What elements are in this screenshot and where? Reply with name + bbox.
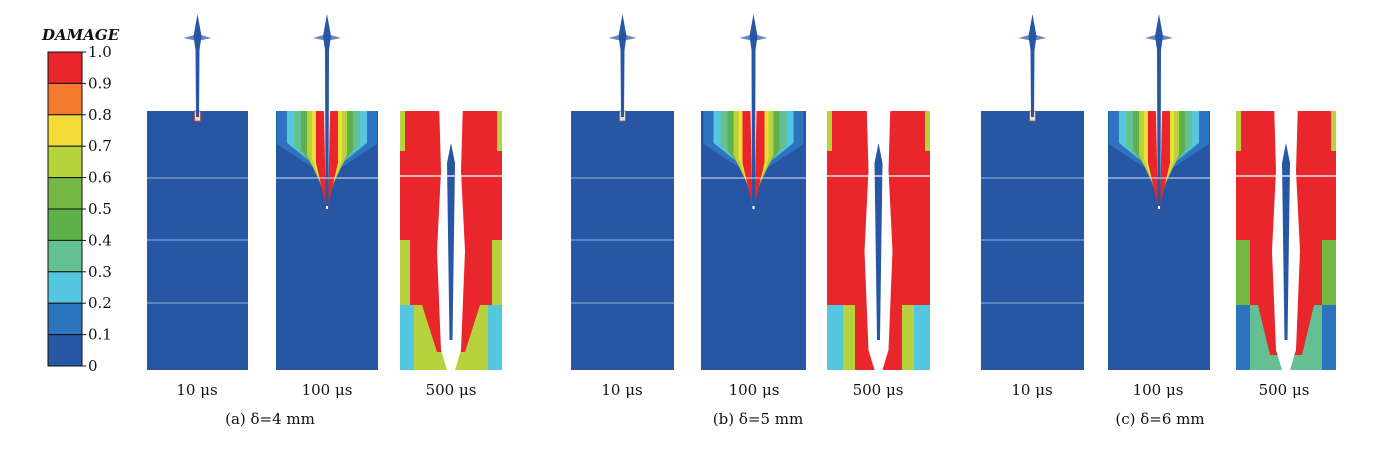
legend-tick-label: 0.5 [88,200,112,218]
legend-swatches [47,51,83,367]
time-label-a-1: 100 μs [302,381,353,399]
legend-tick-label: 0.7 [88,137,112,155]
legend-swatch [47,82,83,116]
panel-c-100us [1108,14,1210,370]
panel-a-10us [147,14,248,370]
legend-swatch [47,334,83,367]
projectile-fin [608,34,637,41]
legend-swatch [47,239,83,273]
group-c: 10 μs 100 μs 500 μs (c) δ=6 mm [981,14,1336,428]
projectile-shape [874,143,883,340]
projectile-fin [1018,34,1047,41]
damage-zone [827,111,832,151]
legend-tick-label: 0 [88,357,98,375]
projectile-shape [1282,143,1290,340]
legend-swatch [47,114,83,147]
time-label-b-1: 100 μs [729,381,780,399]
time-label-b-2: 500 μs [853,381,904,399]
panel-a-100us [276,14,378,370]
legend-tick-label: 1.0 [88,43,112,61]
time-label-c-0: 10 μs [1011,381,1052,399]
time-label-b-0: 10 μs [601,381,642,399]
legend-swatch [47,51,83,84]
legend-swatch [47,145,83,179]
projectile-shape [618,14,627,117]
projectile-fin [739,34,768,41]
projectile-shape [323,14,331,206]
damage-legend: DAMAGE 1.0 0.9 0.8 0.7 0.6 0.5 0.4 0.3 0.2 0.1 0 [41,26,120,375]
legend-tick-label: 0.6 [88,169,112,187]
projectile-shape [1028,14,1037,117]
projectile-fin [183,34,212,41]
damage-zone [925,111,930,151]
legend-swatch [47,177,83,210]
legend-tick-label: 0.2 [88,294,112,312]
panel-c-10us [981,14,1084,370]
panel-c-500us [1236,101,1336,370]
projectile-shape [1155,14,1163,206]
damage-zone [1331,111,1336,151]
legend-tick-label: 0.3 [88,263,112,281]
projectile-shape [447,143,455,340]
damage-zone [497,111,502,151]
legend-tick-label: 0.8 [88,106,112,124]
projectile-shape [749,14,758,206]
damage-zone [1236,111,1241,151]
time-label-a-0: 10 μs [176,381,217,399]
panel-b-500us [827,101,930,370]
projectile-fin [1145,34,1173,41]
group-b: 10 μs 100 μs 500 μs (b) δ=5 mm [571,14,930,428]
damage-zone [400,111,405,151]
legend-swatch [47,208,83,241]
time-label-c-1: 100 μs [1133,381,1184,399]
panel-b-100us [701,14,806,370]
legend-tick-label: 0.4 [88,231,112,249]
projectile-fin [313,34,341,41]
caption-c: (c) δ=6 mm [1115,410,1204,428]
caption-a: (a) δ=4 mm [225,410,315,428]
legend-title: DAMAGE [41,26,120,44]
time-label-c-2: 500 μs [1259,381,1310,399]
panel-b-10us [571,14,674,370]
time-label-a-2: 500 μs [426,381,477,399]
legend-ticks: 1.0 0.9 0.8 0.7 0.6 0.5 0.4 0.3 0.2 0.1 0 [82,43,112,375]
legend-swatch [47,271,83,304]
legend-tick-label: 0.1 [88,326,112,344]
group-a: 10 μs 100 μs 500 μs (a) δ=4 mm [147,14,502,428]
caption-b: (b) δ=5 mm [713,410,803,428]
projectile-shape [193,14,202,117]
legend-tick-label: 0.9 [88,74,112,92]
legend-swatch [47,302,83,336]
panel-a-500us [400,101,502,370]
